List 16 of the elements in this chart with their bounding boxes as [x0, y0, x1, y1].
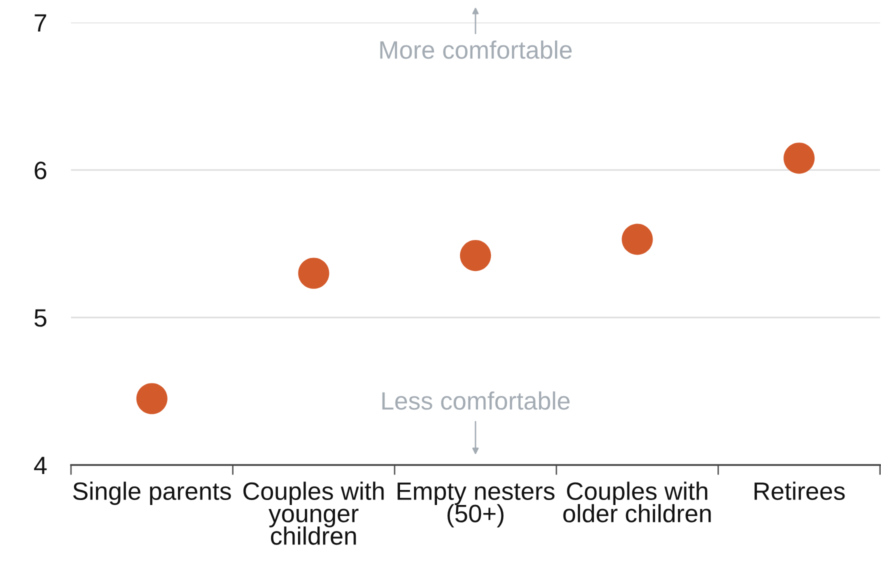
x-tick-label: Couples with younger children — [243, 482, 384, 545]
y-tick-label: 5 — [34, 309, 46, 327]
annotation: Less comfortable — [382, 391, 570, 410]
x-tick-label: Empty nesters (50+) — [398, 482, 554, 528]
point — [136, 383, 168, 414]
x-tick-label: Single parents — [73, 482, 231, 505]
y-tick-label: 7 — [34, 14, 46, 32]
point — [460, 240, 492, 272]
y-tick-label: 6 — [34, 162, 46, 180]
x-tick-label: Retirees — [754, 482, 845, 500]
annotation: More comfortable — [380, 40, 572, 59]
point — [784, 142, 815, 174]
y-tick-label: 4 — [34, 456, 47, 474]
point — [298, 258, 330, 289]
x-tick-label: Couples with older children — [563, 482, 711, 522]
point — [622, 224, 653, 255]
